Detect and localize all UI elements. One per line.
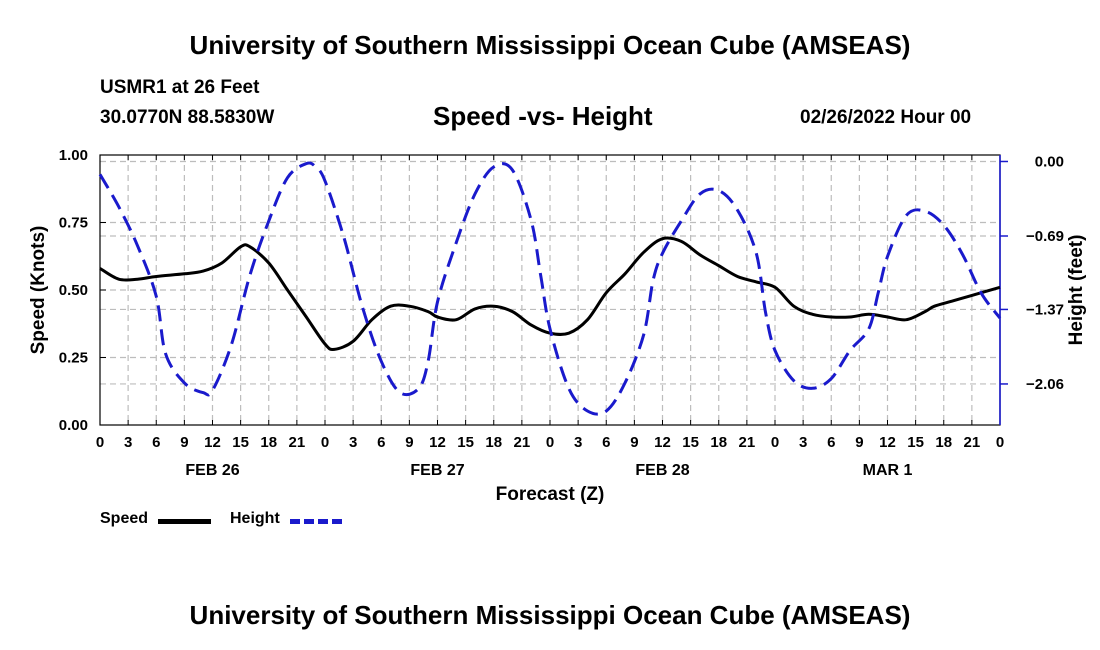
x-tick-label: 15	[682, 434, 699, 451]
footer-title: University of Southern Mississippi Ocean…	[189, 600, 911, 630]
x-tick-label: 0	[321, 434, 329, 451]
y-left-tick-label: 0.25	[59, 350, 88, 367]
x-tick-label: 0	[546, 434, 554, 451]
day-label: MAR 1	[863, 462, 913, 479]
day-label: FEB 27	[410, 462, 464, 479]
station-coordinates: 30.0770N 88.5830W	[100, 107, 275, 128]
legend-label-speed: Speed	[100, 510, 149, 527]
chart-title: University of Southern Mississippi Ocean…	[189, 30, 911, 60]
y-right-tick-label: 0.00	[1035, 153, 1064, 170]
x-tick-label: 3	[799, 434, 807, 451]
x-tick-label: 12	[204, 434, 221, 451]
legend-swatch-speed	[158, 519, 211, 524]
x-tick-label: 18	[710, 434, 727, 451]
y-right-tick-label: −1.37	[1026, 301, 1064, 318]
series-line-speed	[99, 236, 1001, 352]
x-tick-label: 6	[152, 434, 160, 451]
x-tick-label: 9	[405, 434, 413, 451]
x-tick-label: 12	[654, 434, 671, 451]
y-left-tick-label: 1.00	[59, 147, 88, 164]
x-tick-label: 15	[907, 434, 924, 451]
x-tick-label: 6	[827, 434, 835, 451]
y-left-tick-label: 0.75	[59, 215, 88, 232]
x-tick-label: 21	[289, 434, 306, 451]
y-right-tick-label: −0.69	[1026, 228, 1064, 245]
station-label: USMR1 at 26 Feet	[100, 77, 260, 98]
x-axis-title: Forecast (Z)	[496, 484, 605, 505]
x-tick-label: 0	[96, 434, 104, 451]
x-tick-label: 12	[429, 434, 446, 451]
x-tick-label: 0	[771, 434, 779, 451]
x-tick-label: 6	[602, 434, 610, 451]
x-tick-label: 18	[935, 434, 952, 451]
x-tick-label: 3	[574, 434, 582, 451]
day-label: FEB 28	[635, 462, 689, 479]
chart-subtitle: Speed -vs- Height	[433, 101, 653, 131]
y-left-axis-title: Speed (Knots)	[28, 226, 49, 355]
x-tick-label: 9	[180, 434, 188, 451]
x-tick-label: 9	[630, 434, 638, 451]
forecast-date: 02/26/2022 Hour 00	[800, 107, 972, 128]
x-tick-label: 0	[996, 434, 1004, 451]
x-tick-label: 12	[879, 434, 896, 451]
x-tick-label: 21	[514, 434, 531, 451]
x-tick-label: 18	[485, 434, 502, 451]
y-left-tick-label: 0.50	[59, 282, 88, 299]
x-tick-label: 3	[349, 434, 357, 451]
legend-swatch-height	[290, 519, 342, 524]
series-line-height	[98, 161, 1002, 416]
y-right-axis-title: Height (feet)	[1066, 235, 1087, 346]
x-tick-label: 9	[855, 434, 863, 451]
x-tick-label: 21	[739, 434, 756, 451]
y-left-tick-label: 0.00	[59, 417, 88, 434]
day-label: FEB 26	[185, 462, 239, 479]
x-tick-label: 3	[124, 434, 132, 451]
legend-label-height: Height	[230, 510, 280, 527]
x-tick-label: 15	[457, 434, 474, 451]
x-tick-label: 6	[377, 434, 385, 451]
x-tick-label: 21	[964, 434, 981, 451]
x-tick-label: 18	[260, 434, 277, 451]
y-right-tick-label: −2.06	[1026, 376, 1064, 393]
x-tick-label: 15	[232, 434, 249, 451]
